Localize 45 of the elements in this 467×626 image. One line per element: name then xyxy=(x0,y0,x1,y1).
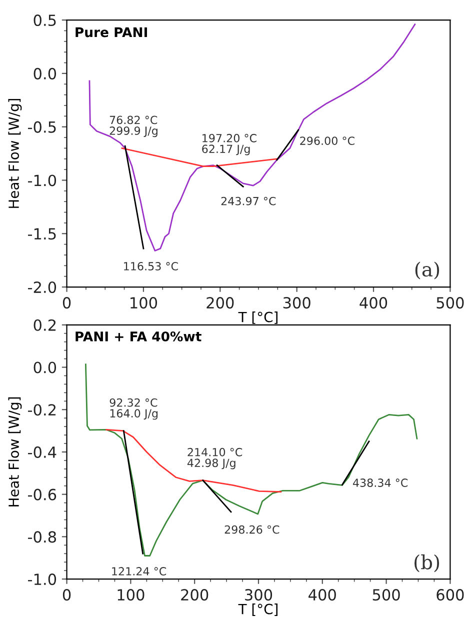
x-tick-label: 500 xyxy=(436,297,464,309)
x-tick-label: 500 xyxy=(372,589,400,601)
annotation: 298.26 °C xyxy=(224,525,280,534)
y-tick-label: -0.4 xyxy=(28,446,56,458)
y-axis-title: Heat Flow [W/g] xyxy=(8,397,22,506)
y-tick-label: -0.6 xyxy=(28,488,56,500)
y-tick-label: -0.8 xyxy=(28,531,56,543)
x-axis-title: T [°C] xyxy=(238,604,278,616)
x-tick-label: 600 xyxy=(436,589,464,601)
y-tick-label: -0.2 xyxy=(28,404,56,416)
x-tick-label: 300 xyxy=(245,589,272,601)
y-tick-label: 0.5 xyxy=(34,14,56,26)
y-tick-label: -0.5 xyxy=(28,121,56,133)
x-tick-label: 0 xyxy=(62,297,71,309)
x-axis-title: T [°C] xyxy=(238,312,278,324)
annotation: (b) xyxy=(414,554,440,572)
annotation: 296.00 °C xyxy=(300,136,354,146)
line-series xyxy=(106,429,282,492)
x-tick-label: 100 xyxy=(118,589,144,601)
y-tick-label: 0.2 xyxy=(34,319,56,331)
x-tick-label: 0 xyxy=(62,589,71,601)
x-tick-label: 400 xyxy=(308,589,336,601)
annotation: 243.97 °C xyxy=(221,196,276,206)
x-tick-label: 200 xyxy=(181,589,208,601)
annotation: 438.34 °C xyxy=(352,478,408,487)
y-tick-label: -1.5 xyxy=(28,228,56,240)
y-tick-label: -1.0 xyxy=(28,174,56,186)
x-tick-label: 300 xyxy=(283,297,310,309)
y-tick-label: 0.0 xyxy=(34,362,56,374)
annotation: (a) xyxy=(415,262,440,280)
annotation: 197.20 °C 62.17 J/g xyxy=(202,134,256,156)
annotation: 116.53 °C xyxy=(124,262,178,270)
x-tick-label: 400 xyxy=(360,297,388,309)
x-tick-label: 200 xyxy=(206,297,234,309)
chart-title: PANI + FA 40%wt xyxy=(76,331,202,342)
annotation: 214.10 °C 42.98 J/g xyxy=(187,448,242,470)
chart-title: Pure PANI xyxy=(76,27,147,38)
y-tick-label: 0.0 xyxy=(34,68,56,80)
y-axis-title: Heat Flow [W/g] xyxy=(8,98,22,208)
y-tick-label: -2.0 xyxy=(28,281,56,294)
x-tick-label: 100 xyxy=(130,297,158,309)
annotation: 92.32 °C 164.0 J/g xyxy=(110,398,158,420)
annotation: 121.24 °C xyxy=(112,567,166,576)
y-tick-label: -1.0 xyxy=(28,574,56,586)
annotation: 76.82 °C 299.9 J/g xyxy=(110,116,158,138)
